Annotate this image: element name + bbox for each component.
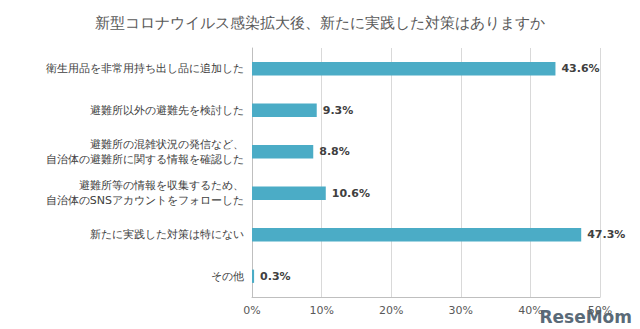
svg-text:新型コロナウイルス感染拡大後、新たに実践した対策はありますか: 新型コロナウイルス感染拡大後、新たに実践した対策はありますか bbox=[95, 14, 545, 32]
svg-text:8.8%: 8.8% bbox=[319, 145, 350, 158]
svg-text:50%: 50% bbox=[588, 304, 612, 317]
svg-text:9.3%: 9.3% bbox=[323, 104, 354, 117]
svg-text:47.3%: 47.3% bbox=[587, 228, 625, 241]
svg-text:10%: 10% bbox=[309, 304, 333, 317]
svg-text:20%: 20% bbox=[379, 304, 403, 317]
svg-text:避難所以外の避難先を検討した: 避難所以外の避難先を検討した bbox=[90, 104, 244, 117]
svg-text:0%: 0% bbox=[243, 304, 260, 317]
svg-text:その他: その他 bbox=[211, 270, 244, 283]
svg-text:40%: 40% bbox=[518, 304, 542, 317]
svg-text:0.3%: 0.3% bbox=[260, 270, 291, 283]
svg-text:43.6%: 43.6% bbox=[561, 62, 599, 75]
svg-text:新たに実践した対策は特にない: 新たに実践した対策は特にない bbox=[90, 228, 244, 241]
svg-text:10.6%: 10.6% bbox=[332, 187, 370, 200]
svg-text:避難所等の情報を収集するため、: 避難所等の情報を収集するため、 bbox=[79, 179, 244, 192]
svg-text:自治体の避難所に関する情報を確認した: 自治体の避難所に関する情報を確認した bbox=[46, 153, 244, 166]
svg-text:30%: 30% bbox=[449, 304, 473, 317]
svg-text:避難所の混雑状況の発信など、: 避難所の混雑状況の発信など、 bbox=[90, 138, 244, 151]
svg-text:自治体のSNSアカウントをフォローした: 自治体のSNSアカウントをフォローした bbox=[46, 194, 244, 207]
svg-text:ReseMom: ReseMom bbox=[539, 307, 632, 327]
svg-text:衛生用品を非常用持ち出し品に追加した: 衛生用品を非常用持ち出し品に追加した bbox=[46, 62, 244, 75]
